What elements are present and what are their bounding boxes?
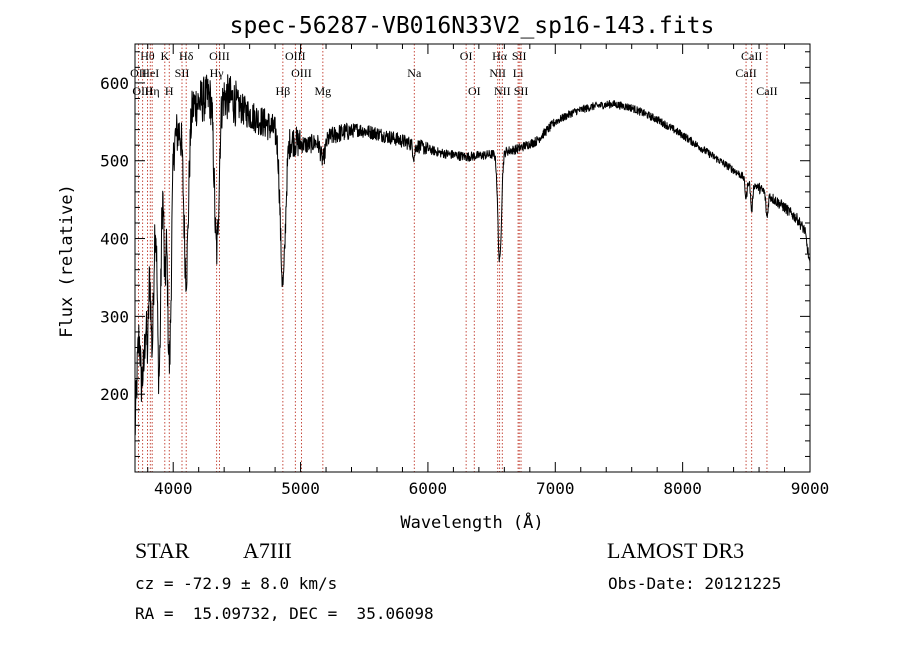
line-marker-label-16: OI (460, 49, 473, 63)
line-marker-label-13: Hβ (275, 84, 290, 98)
line-marker-label-7: H (165, 84, 174, 98)
spectrum-line (134, 74, 811, 436)
line-marker-label-10: Hγ (210, 66, 225, 80)
x-tick-label-7000: 7000 (536, 479, 575, 498)
y-tick-label-300: 300 (100, 307, 129, 326)
line-marker-label-9: OIII (209, 49, 230, 63)
plot-frame (134, 43, 811, 473)
line-marker-label-18: Hα (492, 49, 508, 63)
observation-date: Obs-Date: 20121225 (608, 574, 782, 593)
line-marker-label-26: CaII (756, 84, 777, 98)
x-tick-label-4000: 4000 (154, 479, 193, 498)
x-tick-label-6000: 6000 (409, 479, 448, 498)
line-marker-label-2: HeI (141, 66, 159, 80)
line-marker-label-21: Li (513, 66, 524, 80)
y-tick-label-200: 200 (100, 385, 129, 404)
x-tick-label-5000: 5000 (281, 479, 320, 498)
line-marker-label-23: SII (514, 84, 529, 98)
line-marker-label-20: NII (489, 66, 506, 80)
axis-layer: 4000 5000 6000 7000 8000 9000 200 300 400 500 600 (100, 44, 829, 498)
y-tick-label-400: 400 (100, 230, 129, 249)
redshift-readout: cz = -72.9 ± 8.0 km/s (135, 574, 338, 593)
spectrum-layer (134, 74, 811, 436)
line-marker-label-19: SII (512, 49, 527, 63)
line-marker-label-17: OI (468, 84, 481, 98)
line-marker-label-5: K (160, 49, 169, 63)
line-marker-label-25: CaII (735, 66, 756, 80)
line-marker-label-3: OIII (132, 84, 153, 98)
line-marker-label-22: NII (494, 84, 511, 98)
object-subclass: A7III (243, 538, 292, 563)
line-marker-label-4: Hη (145, 84, 160, 98)
y-axis-label: Flux (relative) (57, 184, 77, 338)
line-marker-label-15: Na (407, 66, 422, 80)
line-marker-label-8: Hδ (179, 49, 194, 63)
survey-name: LAMOST DR3 (607, 538, 745, 563)
x-tick-label-8000: 8000 (663, 479, 702, 498)
line-marker-label-24: CaII (741, 49, 762, 63)
y-tick-label-600: 600 (100, 74, 129, 93)
y-tick-label-500: 500 (100, 152, 129, 171)
x-axis-label: Wavelength (Å) (400, 511, 543, 533)
object-class: STAR (135, 538, 190, 563)
x-tick-label-9000: 9000 (791, 479, 830, 498)
line-marker-label-6: SII (175, 66, 190, 80)
line-marker-label-11: OIII (285, 49, 306, 63)
coordinates-readout: RA = 15.09732, DEC = 35.06098 (135, 604, 434, 623)
spectrum-chart: spec-56287-VB016N33V2_sp16-143.fits Hθ OI… (57, 13, 829, 533)
line-marker-label-0: Hθ (140, 49, 155, 63)
line-marker-label-12: OIII (291, 66, 312, 80)
chart-title: spec-56287-VB016N33V2_sp16-143.fits (230, 13, 715, 39)
line-marker-label-14: Mg (315, 84, 332, 98)
